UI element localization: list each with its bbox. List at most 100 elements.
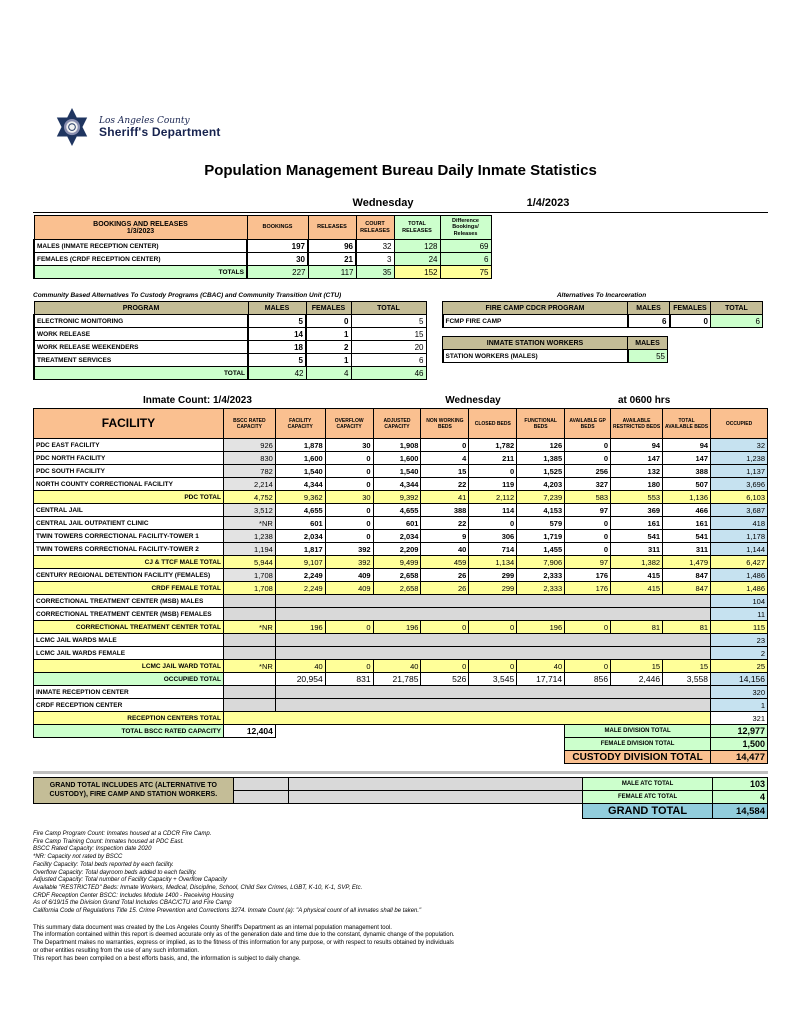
- row-label: FCMP FIRE CAMP: [441, 314, 629, 328]
- cell: 1: [305, 327, 352, 341]
- cell: [222, 698, 276, 712]
- footnote-line: As of 6/19/15 the Division Grand Total I…: [33, 900, 232, 907]
- cell: 94: [610, 438, 664, 452]
- cell: 1,178: [710, 529, 768, 543]
- cell: 14: [247, 327, 307, 341]
- row-label: FEMALES (CRDF RECEPTION CENTER): [33, 252, 248, 266]
- cell: 196: [274, 620, 326, 634]
- cell: 161: [610, 516, 664, 530]
- cell: 299: [468, 568, 518, 582]
- column-header: FACILITY: [33, 408, 224, 439]
- cell: 132: [610, 464, 664, 478]
- division-total-value: 12,977: [710, 724, 768, 738]
- cell: 392: [324, 542, 374, 556]
- cell: [222, 672, 276, 686]
- cell: 176: [564, 568, 612, 582]
- cell: 4,752: [222, 490, 276, 504]
- table-row: PDC EAST FACILITY 926 1,878 30 1,908 0 1,782 12…: [33, 438, 768, 452]
- cell: 466: [662, 503, 712, 517]
- cell: 211: [468, 451, 518, 465]
- cell: 81: [610, 620, 664, 634]
- cell: *NR: [222, 620, 276, 634]
- cell: 26: [420, 581, 470, 595]
- cell: 41: [420, 490, 470, 504]
- cell: 3,687: [710, 503, 768, 517]
- bookings-title: BOOKINGS AND RELEASES 1/3/2023: [33, 215, 248, 240]
- table-row: CENTURY REGIONAL DETENTION FACILITY (FEM…: [33, 568, 768, 582]
- disclaimer-line: The Department makes no warranties, expr…: [33, 940, 454, 947]
- grand-total-note: GRAND TOTAL INCLUDES ATC (ALTERNATIVE TO…: [33, 777, 234, 804]
- cell: 0: [564, 659, 612, 673]
- cell: 104: [710, 594, 768, 608]
- cell: 0: [564, 620, 612, 634]
- row-label: LCMC JAIL WARD TOTAL: [33, 659, 224, 673]
- cell: 2,333: [516, 568, 566, 582]
- cell: 388: [662, 464, 712, 478]
- column-header: TOTAL: [350, 301, 427, 315]
- cell: 9,499: [372, 555, 422, 569]
- cell: 2,214: [222, 477, 276, 491]
- cell: 1,878: [274, 438, 326, 452]
- grand-total-label: GRAND TOTAL: [582, 803, 714, 819]
- cell: 4: [420, 451, 470, 465]
- table-row: TOTALS 227 117 35 152 75: [33, 265, 492, 279]
- grand-total-table: GRAND TOTAL INCLUDES ATC (ALTERNATIVE TO…: [33, 777, 768, 819]
- cell: 196: [372, 620, 422, 634]
- table-row: PROGRAM MALES FEMALES TOTAL: [33, 301, 427, 315]
- report-date-row: Wednesday 1/4/2023: [33, 197, 768, 213]
- cell: 311: [662, 542, 712, 556]
- table-row: GRAND TOTAL INCLUDES ATC (ALTERNATIVE TO…: [33, 777, 768, 804]
- cell: 25: [710, 659, 768, 673]
- row-label: PDC EAST FACILITY: [33, 438, 224, 452]
- cell: 4,344: [372, 477, 422, 491]
- table-row: NORTH COUNTY CORRECTIONAL FACILITY 2,214 4…: [33, 477, 768, 491]
- cell: 0: [564, 438, 612, 452]
- cell: [222, 594, 276, 608]
- table-row: FCMP FIRE CAMP 6 0 6: [441, 314, 763, 328]
- footnote-line: CRDF Reception Center BSCC: Includes Mod…: [33, 892, 234, 899]
- column-header: FIRE CAMP CDCR PROGRAM: [442, 301, 628, 315]
- cell: 0: [564, 529, 612, 543]
- cell: 830: [222, 451, 276, 465]
- cell: 1,782: [468, 438, 518, 452]
- cell: 32: [355, 239, 395, 253]
- table-row: BOOKINGS AND RELEASES 1/3/2023 BOOKINGS REL…: [33, 215, 492, 240]
- division-total-value: 1,500: [710, 737, 768, 751]
- table-row: CUSTODY DIVISION TOTAL 14,477: [33, 750, 768, 764]
- cell: 1,525: [516, 464, 566, 478]
- page-title: Population Management Bureau Daily Inmat…: [204, 162, 597, 179]
- row-label: TOTAL: [33, 366, 249, 380]
- cell: 119: [468, 477, 518, 491]
- footnote-line: California Code of Regulations Title 15.…: [33, 908, 422, 915]
- cell: 1,136: [662, 490, 712, 504]
- cell: 5: [247, 353, 307, 367]
- cell: 321: [710, 711, 768, 725]
- column-header: MALES: [627, 336, 668, 350]
- cell: 15: [662, 659, 712, 673]
- cell: 327: [564, 477, 612, 491]
- cell: 0: [324, 464, 374, 478]
- footnotes: Fire Camp Program Count: Inmates housed …: [33, 831, 768, 916]
- column-header: Difference Bookings/ Releases: [439, 215, 492, 240]
- atc-total-label: FEMALE ATC TOTAL: [582, 790, 714, 804]
- cell: 42: [247, 366, 307, 380]
- atc-total-value: 4: [712, 790, 768, 804]
- cell: [274, 698, 712, 712]
- cell: 9,362: [274, 490, 326, 504]
- cell: 714: [468, 542, 518, 556]
- row-label: TREATMENT SERVICES: [33, 353, 249, 367]
- table-row: TOTAL 42 4 46: [33, 366, 427, 380]
- cell: 227: [246, 265, 309, 279]
- cell: 0: [468, 464, 518, 478]
- row-label: CRDF RECEPTION CENTER: [33, 698, 224, 712]
- cell: 55: [627, 349, 668, 363]
- table-row: CENTRAL JAIL OUTPATIENT CLINIC *NR 601 0 601…: [33, 516, 768, 530]
- cell: 2: [710, 646, 768, 660]
- cell: 311: [610, 542, 664, 556]
- cell: 21,785: [372, 672, 422, 686]
- cell: 0: [564, 451, 612, 465]
- footnote-line: Fire Camp Program Count: Inmates housed …: [33, 831, 212, 837]
- cell: 180: [610, 477, 664, 491]
- column-header: RELEASES: [307, 215, 357, 240]
- cell: 23: [710, 633, 768, 647]
